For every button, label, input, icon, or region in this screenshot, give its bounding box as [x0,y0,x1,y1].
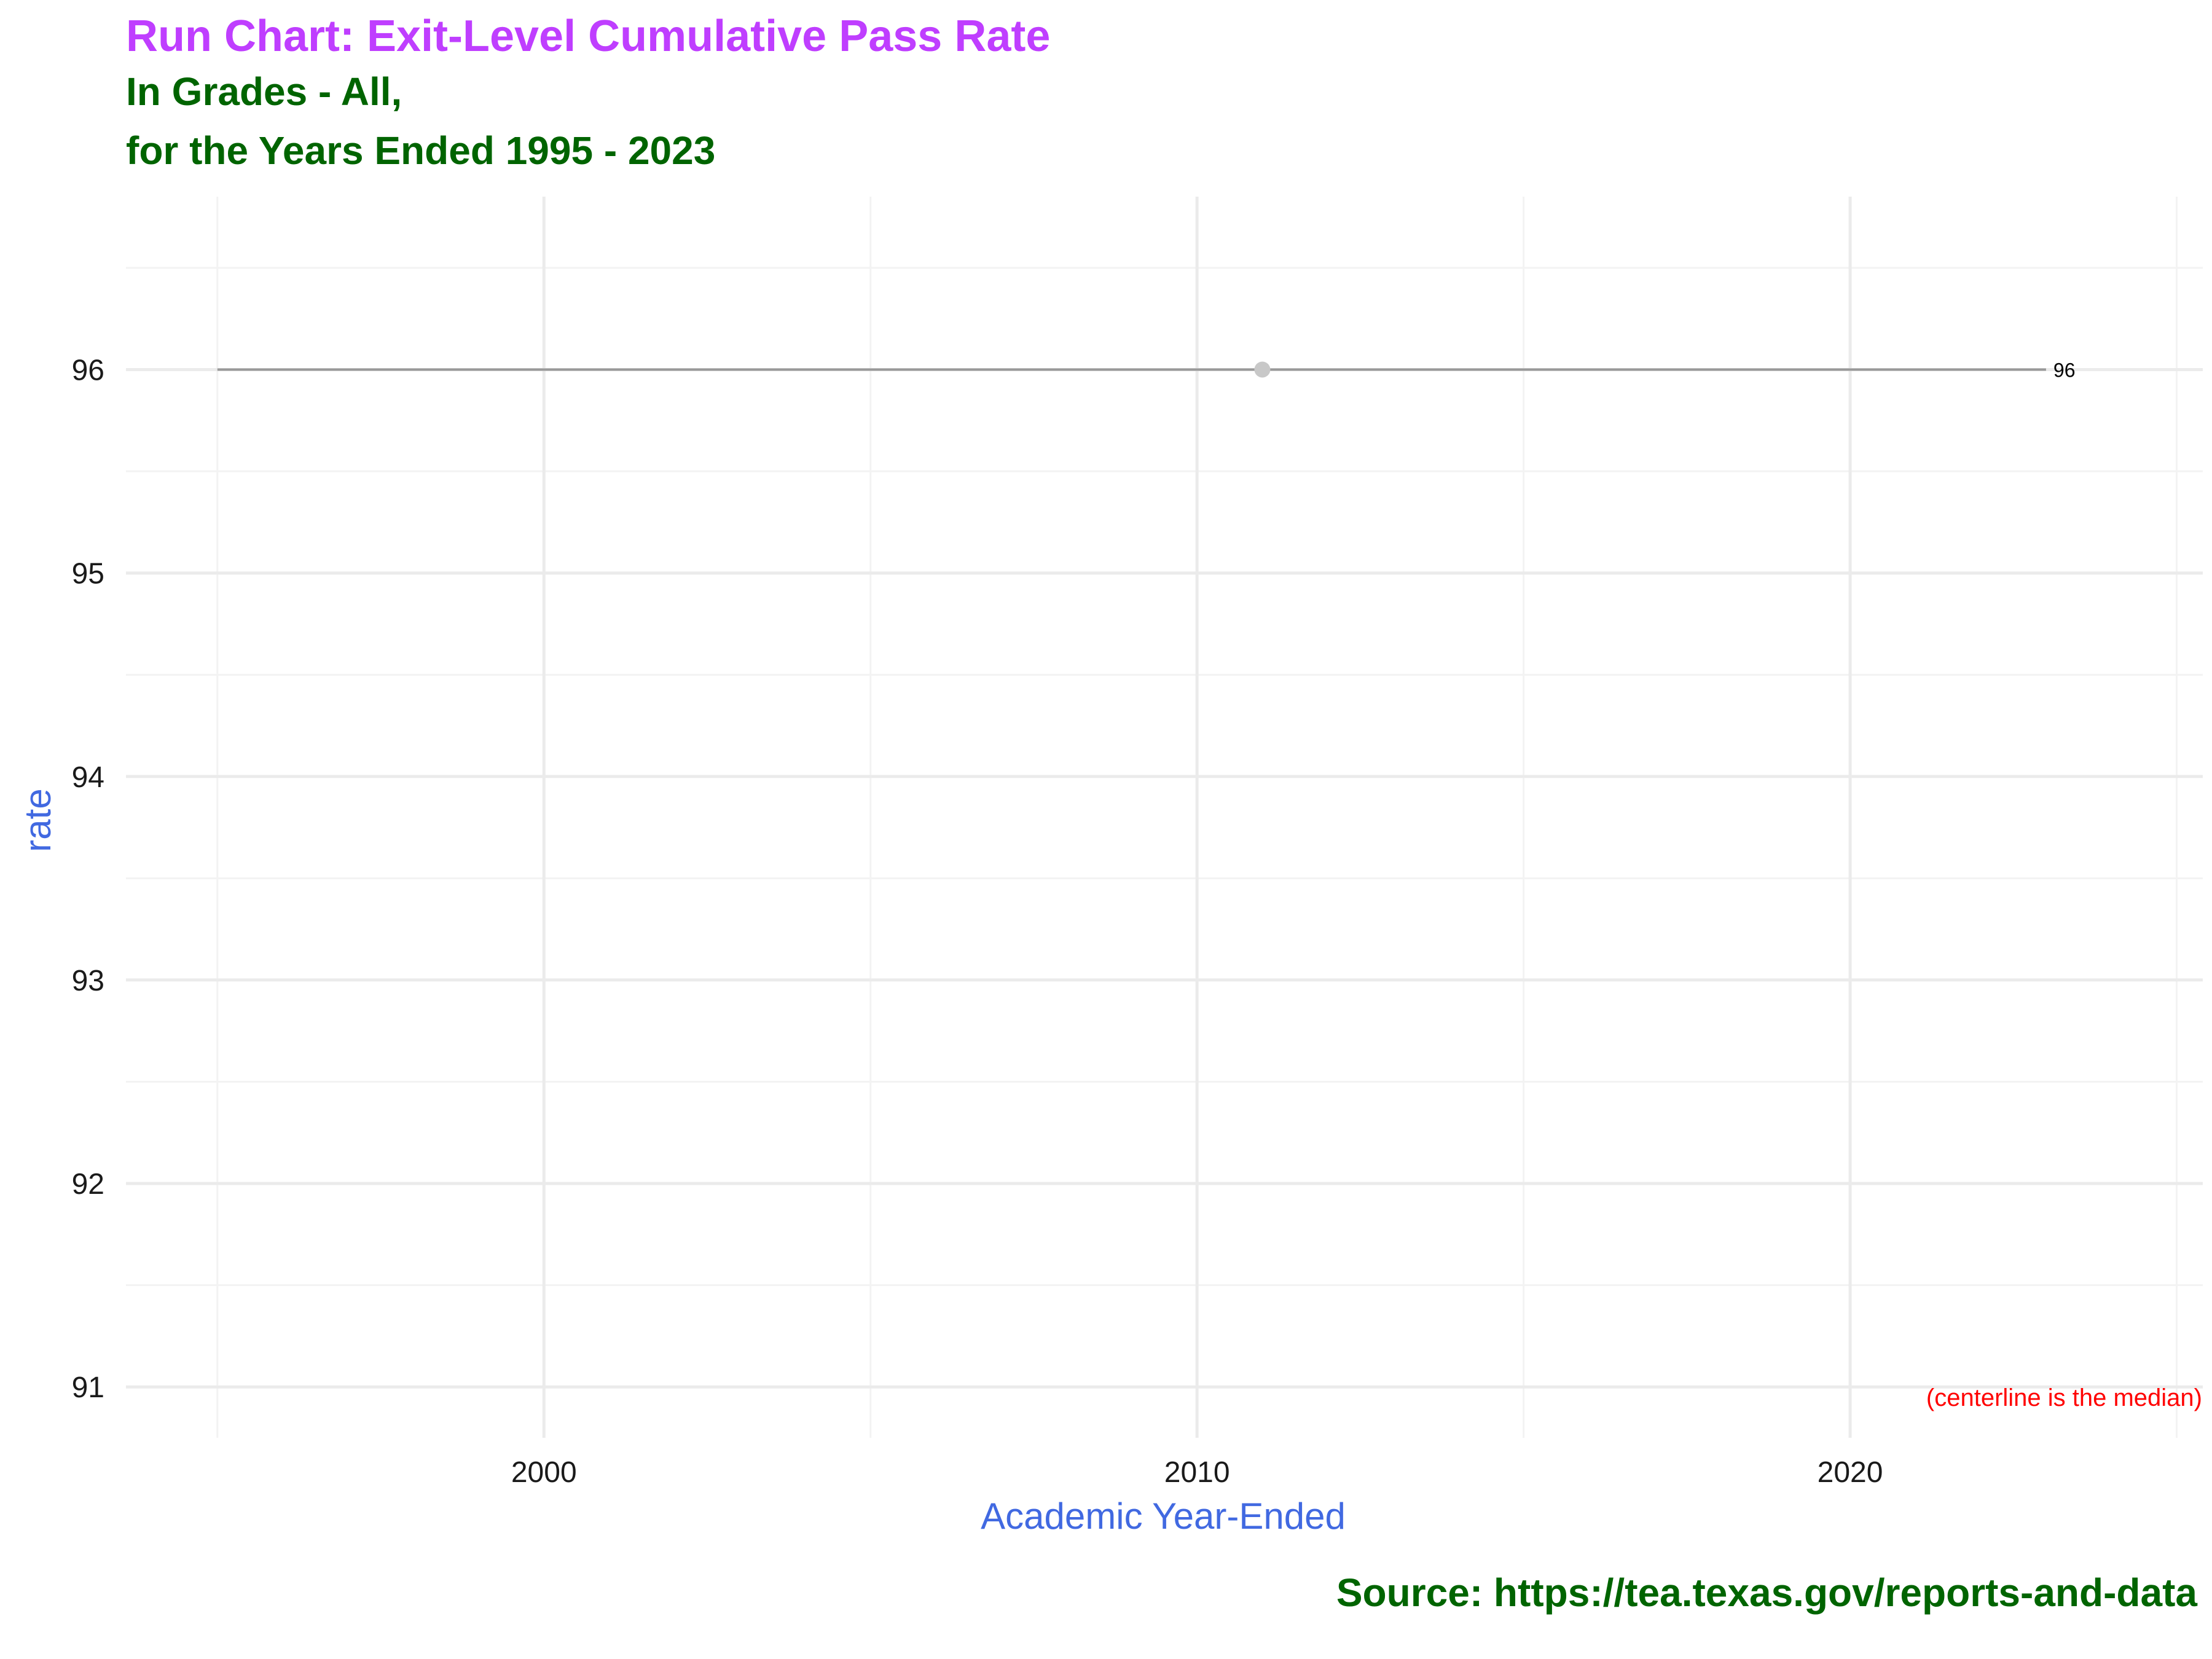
major-gridlines [126,197,2203,1438]
y-tick-label: 91 [72,1371,104,1404]
data-point [1254,361,1271,378]
y-tick-label: 96 [72,354,104,386]
chart-subtitle-line1: In Grades - All, [126,69,402,114]
minor-gridlines [126,197,2203,1438]
x-axis-title: Academic Year-Ended [981,1496,1346,1537]
y-axis-title: rate [17,788,58,852]
y-tick-label: 93 [72,965,104,997]
x-tick-label: 2000 [511,1456,577,1489]
centerline-end-label: 96 [2053,359,2076,381]
centerline-note: (centerline is the median) [1926,1384,2202,1411]
x-tick-label: 2020 [1818,1456,1883,1489]
source-caption: Source: https://tea.texas.gov/reports-an… [1336,1571,2197,1615]
chart-subtitle-line2: for the Years Ended 1995 - 2023 [126,128,716,173]
y-tick-label: 92 [72,1168,104,1201]
chart-title: Run Chart: Exit-Level Cumulative Pass Ra… [126,12,1051,61]
y-tick-label: 95 [72,558,104,590]
chart-marks: 96 [217,359,2076,381]
x-tick-label: 2010 [1164,1456,1230,1489]
y-tick-label: 94 [72,761,104,794]
tick-labels: 2000 2010 2020 91 92 93 94 95 96 [72,354,1883,1489]
